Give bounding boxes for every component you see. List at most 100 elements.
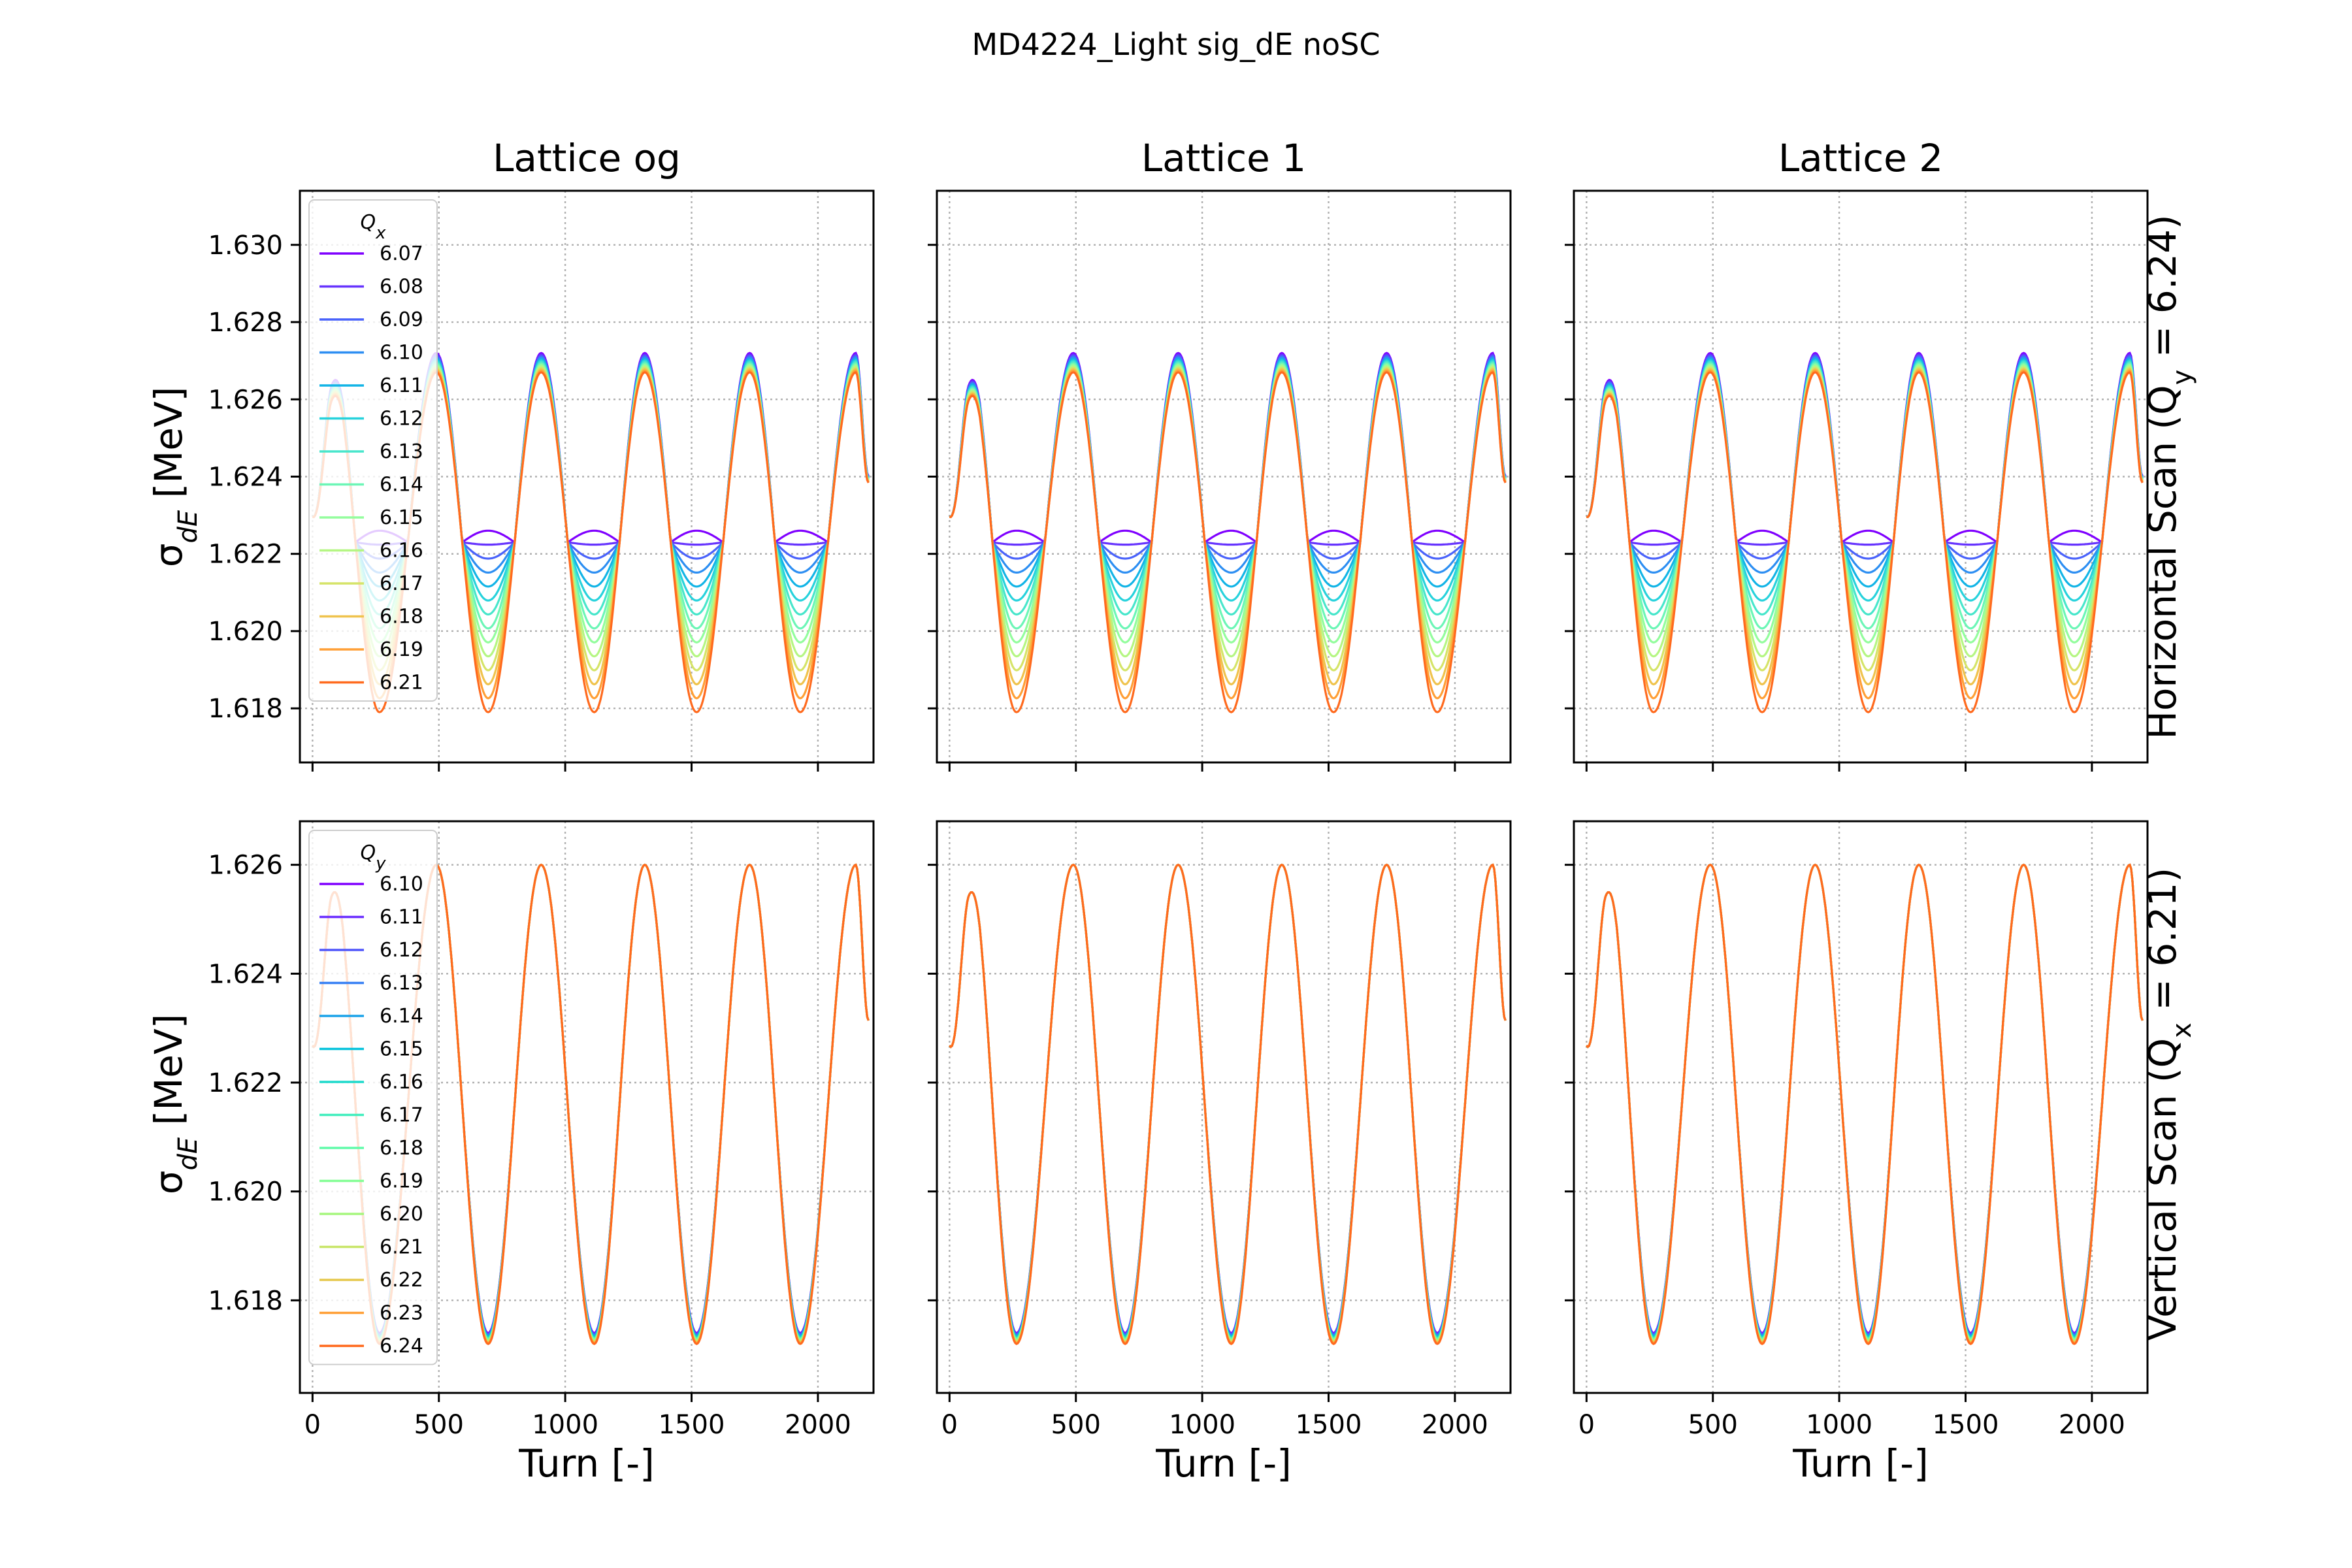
x-tick-label: 2000 <box>785 1410 851 1440</box>
y-tick-label: 1.620 <box>208 617 283 647</box>
series-line-6.12 <box>949 359 1507 602</box>
series-line-6.15 <box>1586 363 2144 644</box>
series-line-6.22 <box>1586 863 2144 1344</box>
x-tick-label: 1000 <box>532 1410 598 1440</box>
y-tick-label: 1.618 <box>208 694 283 724</box>
legend-entry: 6.09 <box>380 308 423 331</box>
legend-entry: 6.07 <box>380 242 423 265</box>
y-tick-label: 1.630 <box>208 231 283 261</box>
series-line-6.12 <box>949 863 1507 1336</box>
x-axis-label-lattice-1: Turn [-] <box>1155 1441 1292 1486</box>
series-line-6.17 <box>949 863 1507 1340</box>
y-tick-label: 1.626 <box>208 385 283 415</box>
series-line-6.24 <box>1586 863 2144 1345</box>
x-tick-label: 500 <box>1051 1410 1101 1440</box>
series-line-6.12 <box>1586 359 2144 602</box>
series-line-6.11 <box>1586 863 2144 1335</box>
legend-entry: 6.16 <box>380 1071 423 1094</box>
x-tick-label: 0 <box>941 1410 958 1440</box>
legend-entry: 6.22 <box>380 1269 423 1292</box>
y-tick-label: 1.624 <box>208 463 283 493</box>
series-line-6.16 <box>949 863 1507 1339</box>
legend-entry: 6.14 <box>380 474 423 497</box>
y-tick-label: 1.618 <box>208 1286 283 1316</box>
y-tick-label: 1.626 <box>208 851 283 881</box>
series-line-6.21 <box>949 863 1507 1343</box>
y-tick-label: 1.622 <box>208 540 283 570</box>
y-axis-label-bottom: σdE [MeV] <box>146 1014 203 1195</box>
series-line-6.21 <box>1586 370 2144 713</box>
legend-entry: 6.21 <box>380 672 423 694</box>
series-line-6.09 <box>1586 354 2144 560</box>
x-tick-label: 0 <box>1578 1410 1595 1440</box>
column-title-lattice-1: Lattice 1 <box>1141 136 1306 180</box>
series-line-6.10 <box>949 863 1507 1335</box>
series-line-6.14 <box>1586 863 2144 1337</box>
series-line-6.07 <box>949 351 1507 545</box>
legend-entry: 6.18 <box>380 606 423 629</box>
legend-entry: 6.23 <box>380 1302 423 1325</box>
legend-entry: 6.19 <box>380 1170 423 1193</box>
x-tick-label: 1000 <box>1806 1410 1872 1440</box>
series-line-6.07 <box>1586 351 2144 545</box>
series-line-6.22 <box>949 863 1507 1344</box>
y-tick-label: 1.622 <box>208 1068 283 1098</box>
series-line-6.08 <box>949 353 1507 546</box>
series-line-6.19 <box>1586 863 2144 1341</box>
series-line-6.14 <box>949 863 1507 1337</box>
legend-entry: 6.11 <box>380 374 423 397</box>
legend-entry: 6.21 <box>380 1236 423 1259</box>
legend-entry: 6.11 <box>380 906 423 929</box>
y-tick-label: 1.620 <box>208 1177 283 1207</box>
x-tick-label: 1500 <box>1933 1410 1999 1440</box>
series-line-6.21 <box>949 370 1507 713</box>
figure-title: MD4224_Light sig_dE noSC <box>972 27 1380 62</box>
x-tick-label: 1000 <box>1169 1410 1235 1440</box>
x-axis-label-lattice-2: Turn [-] <box>1792 1441 1929 1486</box>
x-tick-label: 2000 <box>1422 1410 1488 1440</box>
legend-entry: 6.14 <box>380 1005 423 1028</box>
series-line-6.20 <box>1586 863 2144 1343</box>
legend-entry: 6.08 <box>380 276 423 299</box>
legend-horizontal: Qx6.07 6.08 6.09 6.10 6.11 6.12 6.13 6.14 6.15 6.… <box>308 199 438 702</box>
series-group <box>949 863 1507 1345</box>
legend-title: Qx <box>360 211 386 243</box>
series-line-6.09 <box>949 354 1507 560</box>
legend-entry: 6.15 <box>380 506 423 529</box>
x-tick-label: 2000 <box>2059 1410 2125 1440</box>
y-tick-label: 1.624 <box>208 959 283 989</box>
series-line-6.18 <box>1586 863 2144 1341</box>
panel-horizontal-0: 1.6181.6201.6221.6241.6261.6281.630Qx6.0… <box>208 189 875 772</box>
series-line-6.20 <box>949 863 1507 1343</box>
legend-box <box>308 830 438 1365</box>
column-title-lattice-og: Lattice og <box>493 136 681 180</box>
legend-vertical: Qy6.10 6.11 6.12 6.13 6.14 6.15 6.16 6.17 6.18 6.… <box>308 830 438 1365</box>
series-line-6.24 <box>949 863 1507 1345</box>
row-label-vertical-scan: Vertical Scan (Qx = 6.21) <box>2140 868 2197 1341</box>
panel-vertical-1: 0 500 1000 1500 2000 <box>928 820 1512 1440</box>
series-line-6.10 <box>1586 356 2144 574</box>
legend-entry: 6.18 <box>380 1137 423 1160</box>
panel-vertical-2: 0 500 1000 1500 2000 <box>1565 820 2149 1440</box>
panel-frame <box>936 189 1512 764</box>
x-tick-label: 0 <box>304 1410 321 1440</box>
series-group <box>1586 863 2144 1345</box>
panel-horizontal-1 <box>928 189 1512 772</box>
series-line-6.23 <box>1586 863 2144 1345</box>
x-tick-label: 1500 <box>1296 1410 1362 1440</box>
panel-vertical-0: 0 500 1000 1500 2000 1.618 1.620 1.622 1.624 1.62… <box>208 820 875 1440</box>
series-line-6.13 <box>949 863 1507 1337</box>
series-line-6.08 <box>1586 353 2144 546</box>
x-axis-label-lattice-og: Turn [-] <box>518 1441 655 1486</box>
legend-entry: 6.17 <box>380 1104 423 1127</box>
legend-entry: 6.24 <box>380 1335 423 1358</box>
legend-entry: 6.13 <box>380 440 423 463</box>
series-line-6.11 <box>949 863 1507 1335</box>
panel-frame <box>299 189 875 764</box>
x-tick-label: 1500 <box>659 1410 725 1440</box>
series-line-6.23 <box>949 863 1507 1345</box>
series-line-6.12 <box>1586 863 2144 1336</box>
panel-horizontal-2 <box>1565 189 2149 772</box>
series-line-6.17 <box>1586 863 2144 1340</box>
